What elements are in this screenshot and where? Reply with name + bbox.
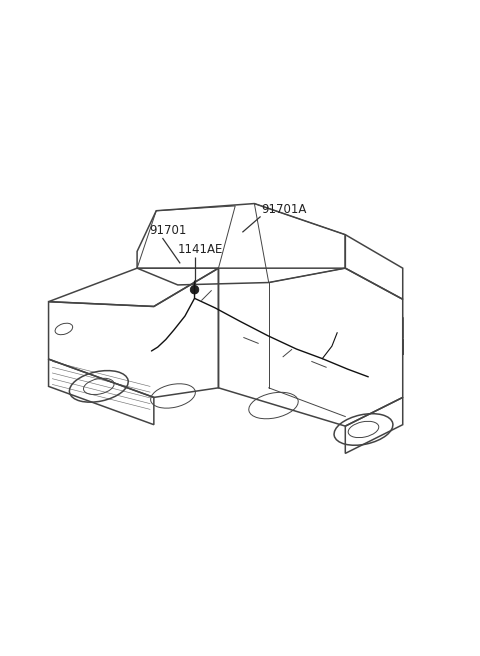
Text: 91701A: 91701A: [262, 203, 307, 216]
Text: 91701: 91701: [149, 224, 186, 237]
Text: 1141AE: 1141AE: [178, 243, 223, 256]
Circle shape: [190, 285, 199, 294]
